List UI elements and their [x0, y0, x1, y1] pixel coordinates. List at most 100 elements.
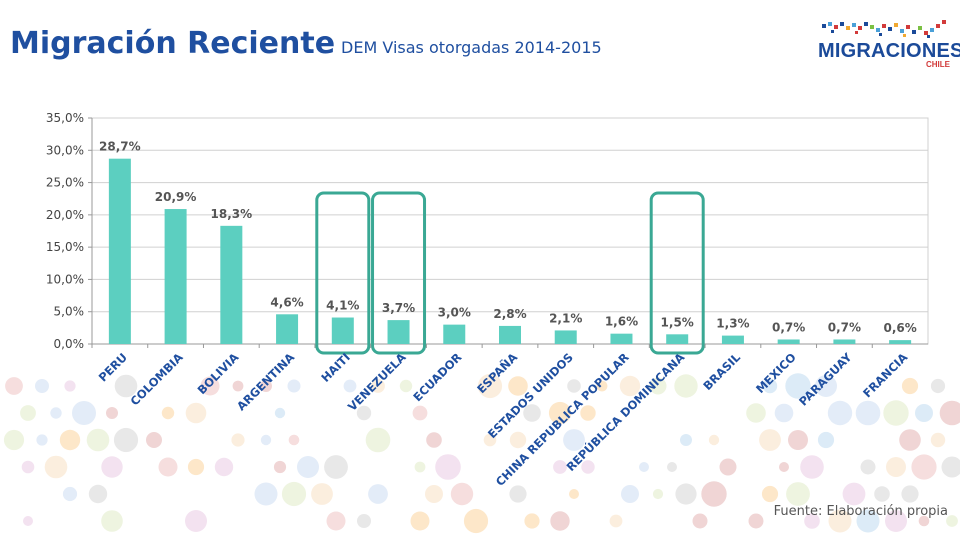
data-label: 1,6%	[605, 315, 638, 329]
deco-dot	[580, 405, 596, 421]
deco-dot	[86, 428, 110, 452]
deco-dot	[5, 377, 23, 395]
logo-country: CHILE	[926, 60, 950, 69]
deco-dot	[856, 509, 880, 533]
y-tick-label: 35,0%	[46, 111, 84, 125]
deco-dot	[324, 455, 348, 479]
data-label: 1,3%	[716, 317, 749, 331]
bar	[443, 324, 466, 344]
deco-dot	[36, 434, 48, 446]
deco-dot	[596, 380, 608, 392]
deco-dot	[50, 407, 62, 419]
bar	[499, 325, 521, 344]
category-label: HAITI	[318, 350, 353, 385]
bar	[721, 335, 744, 344]
deco-dot	[901, 485, 919, 503]
bar	[387, 320, 410, 344]
category-label: PARAGUAY	[796, 350, 855, 409]
deco-dot	[548, 401, 572, 425]
deco-dot	[675, 483, 697, 505]
deco-dot	[114, 374, 138, 398]
deco-dot	[563, 429, 585, 451]
deco-dot	[701, 481, 727, 507]
deco-dot	[842, 482, 866, 506]
deco-dot	[101, 456, 123, 478]
deco-dot	[828, 509, 852, 533]
y-tick-label: 20,0%	[46, 208, 84, 222]
deco-dot	[762, 378, 778, 394]
deco-dot	[523, 404, 541, 422]
data-label: 4,6%	[270, 295, 303, 309]
data-label: 1,5%	[661, 315, 694, 329]
data-label: 3,7%	[382, 301, 415, 315]
highlight-box	[649, 191, 705, 355]
category-label: PERU	[96, 350, 130, 384]
deco-dot	[161, 406, 175, 420]
deco-dot	[680, 434, 692, 446]
deco-dot	[426, 432, 442, 448]
logo-wordmark: MIGRACIONES	[818, 40, 960, 62]
deco-dot	[185, 510, 207, 532]
bar	[220, 225, 243, 344]
deco-dot	[311, 483, 333, 505]
deco-dot	[509, 485, 527, 503]
deco-dot	[915, 404, 933, 422]
bar	[889, 340, 912, 344]
data-label: 20,9%	[155, 190, 197, 204]
deco-dot	[911, 454, 937, 480]
deco-dot	[708, 434, 720, 446]
category-label: ESPAÑA	[473, 349, 520, 396]
deco-dot	[609, 514, 623, 528]
deco-dot	[874, 486, 890, 502]
deco-dot	[187, 458, 205, 476]
deco-dot	[35, 379, 49, 393]
data-label: 18,3%	[211, 207, 253, 221]
deco-dot	[414, 461, 426, 473]
category-label: BRASIL	[700, 350, 743, 393]
deco-dot	[652, 488, 664, 500]
deco-dot	[524, 513, 540, 529]
deco-dot	[886, 457, 906, 477]
deco-dot	[287, 379, 301, 393]
deco-dot	[365, 427, 391, 453]
deco-dot	[746, 403, 766, 423]
y-tick-label: 25,0%	[46, 176, 84, 190]
deco-dot	[113, 427, 139, 453]
category-label: FRANCIA	[860, 350, 910, 400]
deco-dot	[64, 380, 76, 392]
data-label: 2,1%	[549, 311, 582, 325]
title-main: Migración Reciente	[10, 26, 336, 61]
data-label: 28,7%	[99, 140, 141, 154]
deco-dot	[20, 405, 36, 421]
deco-dot	[288, 434, 300, 446]
deco-dot	[106, 407, 118, 419]
y-tick-label: 15,0%	[46, 240, 84, 254]
bar	[666, 334, 689, 344]
deco-dot	[254, 482, 278, 506]
category-label: REPÚBLICA DOMINICANA	[563, 349, 688, 474]
deco-dot	[158, 457, 178, 477]
deco-dot	[21, 460, 35, 474]
deco-dot	[371, 379, 385, 393]
y-tick-label: 5,0%	[54, 305, 85, 319]
deco-dot	[569, 489, 579, 499]
deco-dot	[804, 513, 820, 529]
deco-dot	[550, 511, 570, 531]
deco-dot	[412, 405, 428, 421]
deco-dot	[368, 484, 388, 504]
bar	[610, 333, 633, 344]
deco-dot	[827, 400, 853, 426]
deco-dot	[410, 511, 430, 531]
deco-dot	[883, 400, 909, 426]
deco-dot	[260, 434, 272, 446]
deco-dot	[939, 400, 960, 426]
deco-dot	[508, 376, 528, 396]
source-note: Fuente: Elaboración propia	[773, 504, 948, 519]
deco-dot	[786, 482, 810, 506]
deco-dot	[899, 429, 921, 451]
deco-dot	[62, 486, 78, 502]
deco-dot	[88, 484, 108, 504]
deco-dot	[855, 400, 881, 426]
category-label: MEXICO	[753, 350, 799, 396]
